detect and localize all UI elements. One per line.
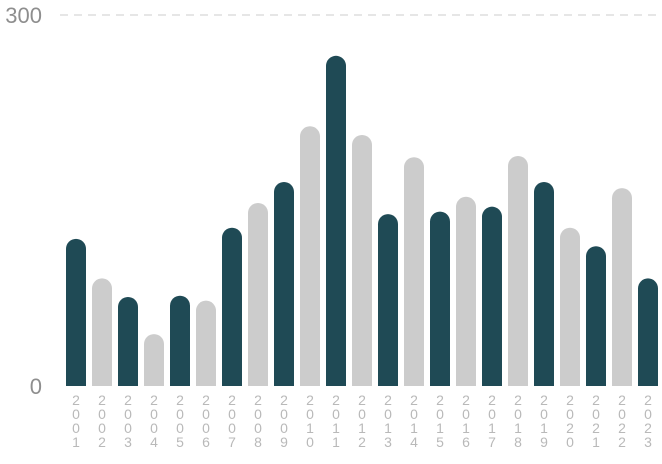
bar-2019 xyxy=(534,181,554,386)
bar-2021 xyxy=(586,246,606,386)
bar-2013 xyxy=(378,214,398,386)
bar-2009 xyxy=(274,181,294,386)
bar-2002 xyxy=(92,278,112,386)
bar-2016 xyxy=(456,196,476,386)
bar-2014 xyxy=(404,157,424,386)
bar-2012 xyxy=(352,134,372,386)
bar-2001 xyxy=(66,238,86,386)
bar-2004 xyxy=(144,334,164,386)
bars-layer xyxy=(66,55,658,387)
bar-2011 xyxy=(326,55,346,386)
bar-2015 xyxy=(430,211,450,386)
y-tick-label: 0 xyxy=(30,374,42,399)
x-axis-ticks: 2 0 0 1 2 0 0 2 2 0 0 3 2 0 0 4 2 0 0 5 2 0 0 6 2 0 0 7 2 0 0 8 2 0 0 9 2 0 1 0… xyxy=(72,392,652,450)
bar-2005 xyxy=(170,295,190,386)
bar-2023 xyxy=(638,278,658,386)
bar-2020 xyxy=(560,227,580,386)
y-tick-label: 300 xyxy=(5,3,42,28)
bar-2007 xyxy=(222,227,242,386)
bar-2010 xyxy=(300,126,320,387)
bar-2022 xyxy=(612,188,632,386)
y-axis-ticks: 0 300 xyxy=(5,3,42,399)
bar-2017 xyxy=(482,206,502,386)
bar-2003 xyxy=(118,296,138,386)
bar-2008 xyxy=(248,202,268,386)
bar-2006 xyxy=(196,300,216,386)
bar-2018 xyxy=(508,155,528,386)
